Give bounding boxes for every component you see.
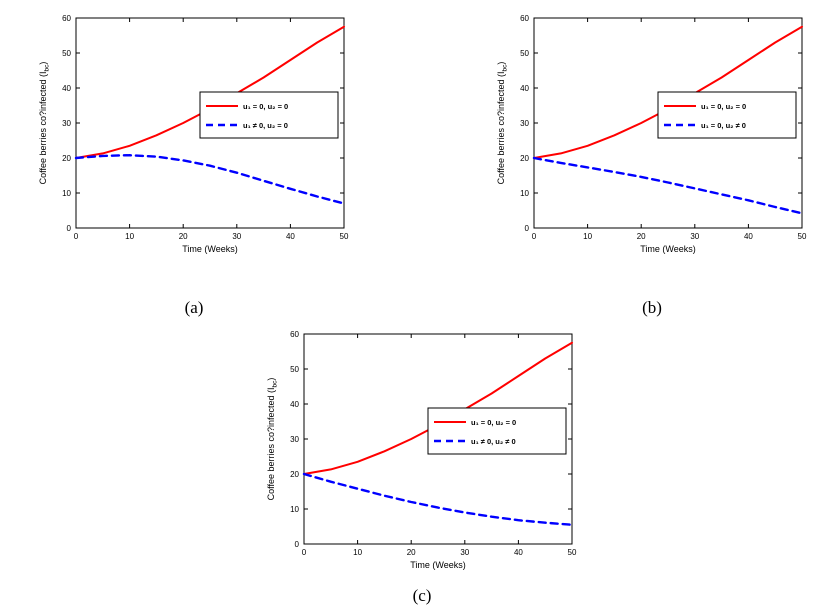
caption-a: (a) — [184, 298, 204, 317]
series-line-with-control — [74, 153, 346, 205]
y-tick-label: 40 — [62, 84, 71, 93]
y-axis-label: Coffee berries co?infected (Ibc) — [38, 62, 51, 185]
x-tick-label: 0 — [74, 232, 79, 241]
chart-panel-c: 0 10 20 30 40 50 0 10 20 30 40 50 60 Time (Weeks) Coff… — [262, 322, 582, 606]
x-axis-label: Time (Weeks) — [640, 244, 696, 254]
x-tick-label: 30 — [232, 232, 241, 241]
chart-panel-a: 0 10 20 30 40 50 0 10 20 30 40 50 60 Time (Weeks) Coff… — [34, 6, 354, 318]
x-tick-label: 50 — [340, 232, 349, 241]
legend-entry-label: u₁ ≠ 0, u₂ ≠ 0 — [471, 437, 516, 446]
x-axis-label: Time (Weeks) — [182, 244, 238, 254]
legend-box — [199, 91, 339, 139]
x-tick-label: 40 — [744, 232, 753, 241]
legend-entry-label: u₁ = 0, u₂ = 0 — [471, 418, 516, 427]
y-tick-label: 30 — [520, 119, 529, 128]
line-chart-b: 0 10 20 30 40 50 0 10 20 30 40 50 60 Time (Weeks) Coff… — [496, 14, 807, 254]
legend-entry-label: u₁ = 0, u₂ = 0 — [243, 102, 288, 111]
y-tick-label: 40 — [520, 84, 529, 93]
y-tick-label: 10 — [62, 189, 71, 198]
x-tick-label: 40 — [514, 548, 523, 557]
x-tick-label: 20 — [637, 232, 646, 241]
caption-c: (c) — [412, 586, 432, 605]
y-tick-label: 60 — [62, 14, 71, 23]
y-axis-label: Coffee berries co?infected (Ibc) — [496, 62, 509, 185]
y-axis-label: Coffee berries co?infected (Ibc) — [266, 378, 279, 501]
x-tick-label: 0 — [532, 232, 537, 241]
y-tick-label: 50 — [290, 365, 299, 374]
y-tick-label: 20 — [62, 154, 71, 163]
series-line-with-control — [532, 156, 804, 215]
caption-b: (b) — [642, 298, 662, 317]
x-tick-label: 50 — [798, 232, 807, 241]
series-line-with-control — [302, 472, 574, 527]
x-axis-label: Time (Weeks) — [410, 560, 466, 570]
y-tick-label: 30 — [62, 119, 71, 128]
y-tick-label: 60 — [290, 330, 299, 339]
y-tick-label: 0 — [525, 224, 530, 233]
line-chart-a: 0 10 20 30 40 50 0 10 20 30 40 50 60 Time (Weeks) Coff… — [38, 14, 349, 254]
chart-panel-b: 0 10 20 30 40 50 0 10 20 30 40 50 60 Time (Weeks) Coff… — [492, 6, 812, 318]
x-tick-label: 20 — [407, 548, 416, 557]
y-tick-label: 50 — [62, 49, 71, 58]
y-tick-label: 40 — [290, 400, 299, 409]
x-tick-label: 10 — [583, 232, 592, 241]
y-tick-label: 0 — [67, 224, 72, 233]
y-tick-label: 50 — [520, 49, 529, 58]
legend-entry-label: u₁ ≠ 0, u₂ = 0 — [243, 121, 288, 130]
legend-entry-label: u₁ = 0, u₂ ≠ 0 — [701, 121, 746, 130]
legend-entry-label: u₁ = 0, u₂ = 0 — [701, 102, 746, 111]
y-tick-label: 20 — [520, 154, 529, 163]
y-tick-label: 20 — [290, 470, 299, 479]
y-tick-label: 10 — [520, 189, 529, 198]
y-tick-label: 60 — [520, 14, 529, 23]
x-tick-label: 20 — [179, 232, 188, 241]
line-chart-c: 0 10 20 30 40 50 0 10 20 30 40 50 60 Time (Weeks) Coff… — [266, 330, 577, 570]
x-tick-label: 10 — [125, 232, 134, 241]
x-tick-label: 50 — [568, 548, 577, 557]
x-tick-label: 10 — [353, 548, 362, 557]
x-tick-label: 30 — [690, 232, 699, 241]
x-tick-label: 30 — [460, 548, 469, 557]
legend-box — [657, 91, 797, 139]
y-tick-label: 10 — [290, 505, 299, 514]
legend-box — [427, 407, 567, 455]
y-tick-label: 30 — [290, 435, 299, 444]
x-tick-label: 40 — [286, 232, 295, 241]
y-tick-label: 0 — [295, 540, 300, 549]
x-tick-label: 0 — [302, 548, 307, 557]
